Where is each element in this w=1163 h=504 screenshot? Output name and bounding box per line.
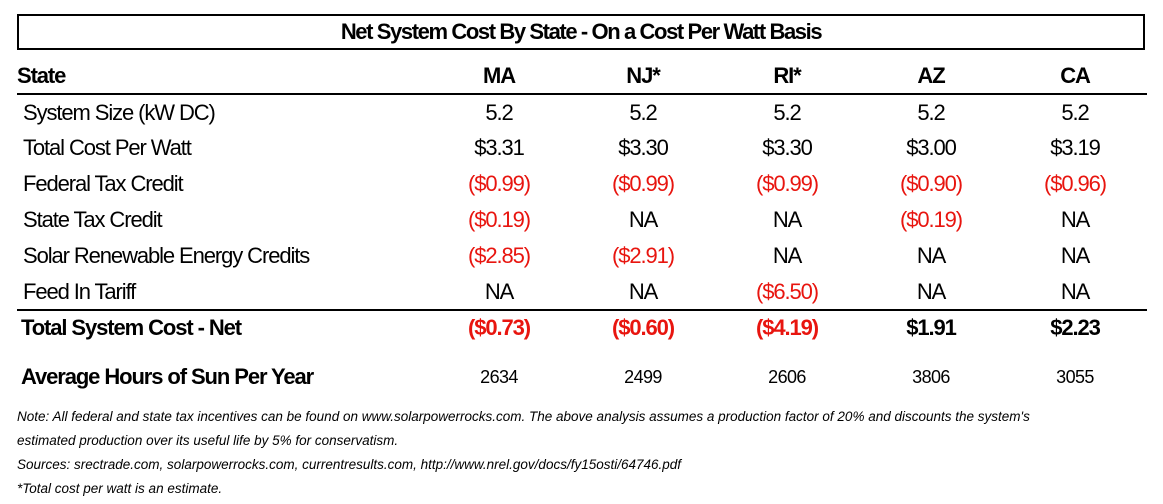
cell-value: NA: [628, 278, 658, 304]
state-header-nj: NJ*: [571, 58, 715, 95]
cell-value: ($0.19): [899, 207, 963, 232]
sources-text: Sources: srectrade.com, solarpowerrocks.…: [17, 457, 682, 472]
table-row: System Size (kW DC) 5.2 5.2 5.2 5.2 5.2: [17, 94, 1147, 130]
row-label: Total Cost Per Watt: [23, 135, 192, 160]
cell-value: 5.2: [773, 99, 801, 125]
row-label: State Tax Credit: [23, 207, 163, 232]
sun-hours-label: Average Hours of Sun Per Year: [21, 364, 314, 389]
cell-value: NA: [916, 278, 946, 304]
cell-value: ($0.99): [467, 171, 531, 196]
note-text-continued: estimated production over its useful lif…: [17, 433, 399, 448]
cell-value: NA: [916, 243, 946, 268]
state-header-ri: RI*: [715, 58, 859, 95]
sun-hours-row: Average Hours of Sun Per Year 2634 2499 …: [17, 344, 1147, 402]
footnotes: Note: All federal and state tax incentiv…: [17, 405, 1147, 501]
sun-hours-value: 2606: [768, 366, 806, 387]
cell-value: $3.00: [906, 135, 957, 160]
cell-value: 5.2: [917, 99, 945, 125]
state-header-ca: CA: [1003, 58, 1147, 95]
table-row: Federal Tax Credit ($0.99) ($0.99) ($0.9…: [17, 166, 1147, 202]
cell-value: NA: [628, 207, 658, 232]
total-row-label: Total System Cost - Net: [17, 309, 427, 344]
cell-value: 5.2: [1061, 99, 1089, 125]
cell-value: 5.2: [485, 99, 513, 125]
cell-value: ($6.50): [755, 278, 819, 304]
total-value: ($0.60): [571, 309, 715, 344]
table-row: State Tax Credit ($0.19) NA NA ($0.19) N…: [17, 202, 1147, 238]
state-header-ma: MA: [427, 58, 571, 95]
cell-value: NA: [772, 243, 802, 268]
cell-value: NA: [1060, 278, 1090, 304]
cell-value: NA: [484, 278, 514, 304]
estimate-footnote: *Total cost per watt is an estimate.: [17, 481, 223, 496]
cell-value: NA: [1060, 243, 1090, 268]
sun-hours-value: 2634: [480, 366, 518, 387]
sun-hours-value: 2499: [624, 366, 662, 387]
cell-value: ($0.19): [467, 207, 531, 232]
table-row: Feed In Tariff NA NA ($6.50) NA NA: [17, 274, 1147, 310]
state-column-header: State: [17, 58, 427, 95]
cell-value: ($0.90): [899, 171, 963, 196]
note-text: Note: All federal and state tax incentiv…: [17, 409, 1030, 424]
table-row: Solar Renewable Energy Credits ($2.85) (…: [17, 238, 1147, 274]
cell-value: $3.19: [1050, 135, 1101, 160]
sun-hours-value: 3055: [1056, 366, 1094, 387]
cell-value: ($0.99): [755, 171, 819, 196]
total-value: $2.23: [1003, 309, 1147, 344]
table-row: Total Cost Per Watt $3.31 $3.30 $3.30 $3…: [17, 130, 1147, 166]
row-label: Federal Tax Credit: [23, 171, 184, 196]
cell-value: $3.31: [474, 135, 525, 160]
header-row: State MA NJ* RI* AZ CA: [17, 58, 1147, 95]
cell-value: ($0.96): [1043, 171, 1107, 196]
cell-value: 5.2: [629, 99, 657, 125]
cell-value: ($2.85): [467, 243, 531, 268]
total-value: ($0.73): [427, 309, 571, 344]
total-row: Total System Cost - Net ($0.73) ($0.60) …: [17, 309, 1147, 344]
cell-value: ($2.91): [611, 243, 675, 268]
total-value: ($4.19): [715, 309, 859, 344]
state-header-az: AZ: [859, 58, 1003, 95]
cell-value: $3.30: [618, 135, 669, 160]
sun-hours-value: 3806: [912, 366, 950, 387]
total-value: $1.91: [859, 309, 1003, 344]
cell-value: $3.30: [762, 135, 813, 160]
cell-value: ($0.99): [611, 171, 675, 196]
cell-value: NA: [1060, 207, 1090, 232]
cell-value: NA: [772, 207, 802, 232]
row-label: Feed In Tariff: [23, 278, 136, 304]
row-label: System Size (kW DC): [23, 99, 216, 125]
table-title: Net System Cost By State - On a Cost Per…: [17, 14, 1145, 50]
net-system-cost-table: State MA NJ* RI* AZ CA System Size (kW D…: [17, 58, 1147, 402]
row-label: Solar Renewable Energy Credits: [23, 243, 310, 268]
